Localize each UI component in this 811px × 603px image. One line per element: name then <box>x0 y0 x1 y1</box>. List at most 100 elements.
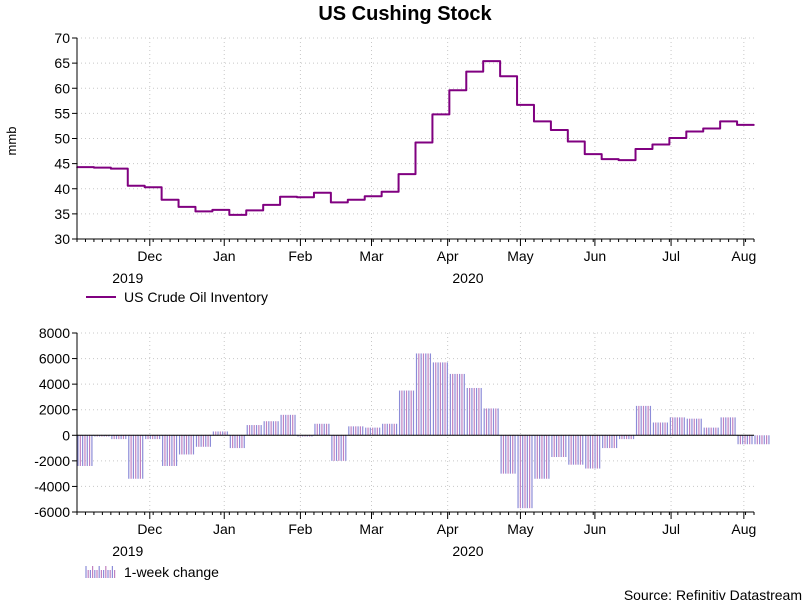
y-tick-label: 60 <box>54 80 70 96</box>
x-tick-label: Apr <box>437 521 459 537</box>
data-point <box>126 184 129 187</box>
y-tick-label: 55 <box>54 105 70 121</box>
data-point <box>668 137 671 139</box>
y-tick-label: 50 <box>54 131 70 147</box>
data-point <box>651 143 654 146</box>
change-bar <box>348 426 364 436</box>
change-bar <box>602 435 618 449</box>
data-point <box>330 201 332 204</box>
y-tick-label: 2000 <box>39 402 70 418</box>
data-point <box>533 120 535 123</box>
year-label: 2019 <box>112 270 143 286</box>
x-tick-label: Jun <box>584 248 607 264</box>
change-bar <box>483 408 499 436</box>
data-point <box>482 60 485 62</box>
x-tick-label: May <box>507 521 533 537</box>
data-point <box>634 148 637 150</box>
y-tick-label: 30 <box>54 231 70 247</box>
y-tick-label: -6000 <box>34 504 70 520</box>
legend-bar-swatch <box>85 566 116 578</box>
chart-title: US Cushing Stock <box>318 3 492 25</box>
x-tick-label: Dec <box>137 521 162 537</box>
change-bar <box>212 431 228 436</box>
grid-lines <box>77 37 754 239</box>
data-point <box>363 195 366 198</box>
axes <box>76 38 754 240</box>
change-bar <box>466 387 482 436</box>
axes <box>76 333 754 513</box>
data-point <box>448 89 451 92</box>
data-point <box>431 113 434 116</box>
change-bar <box>111 435 127 440</box>
y-tick-label: 8000 <box>39 325 70 341</box>
y-tick-label: -2000 <box>34 453 70 469</box>
year-label: 2019 <box>112 543 143 559</box>
x-tick-label: Feb <box>288 521 312 537</box>
line-series <box>76 60 755 216</box>
data-point <box>499 75 501 77</box>
data-point <box>177 206 180 208</box>
year-label: 2020 <box>452 543 483 559</box>
x-tick-label: Jul <box>662 248 680 264</box>
change-bar <box>754 435 770 445</box>
change-bar <box>280 414 296 436</box>
x-tick-label: Mar <box>359 248 383 264</box>
grid-lines <box>77 332 754 512</box>
change-bar <box>635 405 652 436</box>
y-tick-label: 35 <box>54 206 70 222</box>
change-bar <box>162 435 178 466</box>
data-point <box>347 199 349 201</box>
change-bar <box>585 435 601 469</box>
legend-label-inventory: US Crude Oil Inventory <box>124 289 268 305</box>
data-point <box>753 124 755 126</box>
change-bar <box>195 435 211 447</box>
change-bar <box>703 427 719 436</box>
data-point <box>583 153 586 155</box>
y-axis-label: mmb <box>4 127 19 156</box>
data-point <box>93 166 95 169</box>
change-bar <box>365 427 381 436</box>
change-bar <box>382 423 398 436</box>
x-tick-label: Apr <box>437 248 459 264</box>
change-bar <box>568 435 584 465</box>
change-bar <box>398 390 415 436</box>
data-point <box>397 173 400 175</box>
x-tick-label: Mar <box>359 521 383 537</box>
data-point <box>617 159 620 161</box>
x-tick-label: Jan <box>213 248 236 264</box>
data-point <box>702 127 705 130</box>
y-tick-label: 45 <box>54 156 70 172</box>
change-bar <box>314 423 330 436</box>
x-tick-label: Aug <box>731 521 756 537</box>
legend-weekly-change: 1-week change <box>85 564 219 580</box>
data-point <box>228 214 231 216</box>
change-bar <box>686 418 702 436</box>
y-tick-label: 6000 <box>39 351 70 367</box>
x-ticks: Dec Jan Feb Mar Apr May Jun Jul Aug 2019 2020 <box>76 512 756 559</box>
y-tick-label: 4000 <box>39 376 70 392</box>
change-bar <box>229 435 245 449</box>
data-point <box>567 140 569 143</box>
y-tick-label: 40 <box>54 181 70 197</box>
change-bar <box>720 417 736 436</box>
y-tick-label: 0 <box>62 427 70 443</box>
x-tick-label: Aug <box>731 248 756 264</box>
change-bar <box>534 435 550 479</box>
change-bar <box>618 435 635 440</box>
change-bar <box>178 435 195 455</box>
weekly-change-bar-panel: -6000 -4000 -2000 0 2000 4000 6000 8000 Dec Jan F… <box>34 325 770 559</box>
inventory-line-panel: 30 35 40 45 50 55 60 65 70 Dec Jan Feb Mar Apr May Jun… <box>54 30 756 286</box>
data-point <box>719 120 721 123</box>
change-bar <box>500 435 516 474</box>
legend-label-weekly-change: 1-week change <box>124 564 219 580</box>
y-tick-label: -4000 <box>34 478 70 494</box>
data-point <box>279 195 281 198</box>
data-point <box>736 124 738 126</box>
data-point <box>313 191 315 194</box>
change-bar <box>652 422 668 436</box>
change-bar <box>77 435 93 466</box>
x-tick-label: Feb <box>288 248 312 264</box>
change-bar <box>449 373 465 436</box>
x-tick-label: Jan <box>213 521 236 537</box>
